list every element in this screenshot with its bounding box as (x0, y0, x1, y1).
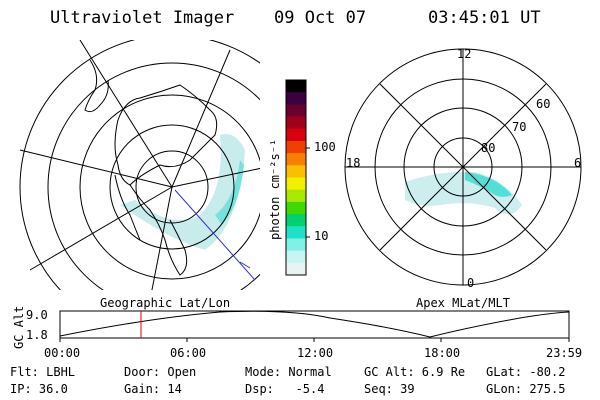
colorbar-segment (286, 250, 306, 264)
mlt-line-diag-2 (379, 83, 547, 251)
colorbar-segment (286, 201, 306, 215)
right-map-caption: Apex MLat/MLT (416, 296, 510, 310)
coastline-peninsula (129, 184, 188, 276)
meridian-3 (19, 149, 173, 188)
meridian-6 (171, 167, 260, 188)
mlat-label-70: 70 (512, 120, 527, 134)
colorbar-segment (286, 214, 306, 227)
mlt-label-0: 0 (467, 276, 475, 290)
colorbar-frame (285, 79, 307, 276)
colorbar (285, 79, 310, 276)
lat-circle-4 (47, 62, 260, 290)
alt-xtick-label-4: 23:59 (546, 346, 583, 360)
altitude-curve (59, 310, 570, 338)
colorbar-tick-100: 100 (314, 140, 336, 154)
colorbar-segment (286, 262, 306, 276)
colorbar-segment (286, 165, 306, 178)
time-label: 03:45:01 UT (428, 8, 541, 28)
status-gain: Gain: 14 (124, 382, 182, 396)
satellite-track-tick (239, 261, 251, 269)
colorbar-segment (286, 226, 306, 239)
alt-ytick-min: 1.8 (26, 328, 48, 342)
colorbar-segment (286, 189, 306, 203)
status-dsp: Dsp: -5.4 (245, 382, 325, 396)
coastline-ice (114, 174, 141, 241)
satellite-track-line (174, 189, 256, 281)
app-title: Ultraviolet Imager (50, 8, 235, 28)
colorbar-segment (286, 140, 306, 154)
status-seq: Seq: 39 (364, 382, 415, 396)
lat-circle-3 (79, 94, 260, 280)
lat-circle-2 (109, 124, 235, 250)
aurora-core-right (465, 172, 512, 197)
altitude-plot (59, 310, 570, 342)
mlat-mlt-map (344, 48, 582, 286)
lat-circle-5 (19, 40, 260, 290)
coastline-southamerica (84, 59, 109, 113)
mlt-label-6: 6 (574, 156, 582, 170)
alt-xtick-label-1: 06:00 (170, 346, 207, 360)
colorbar-segment (286, 153, 306, 166)
coastline-antarctica (114, 84, 218, 186)
meridian-4 (29, 186, 173, 271)
alt-ylabel: GC Alt (12, 305, 26, 349)
status-gcalt: GC Alt: 6.9 Re (364, 365, 466, 379)
mlat-label-80: 80 (481, 141, 496, 155)
status-flt: Flt: LBHL (10, 365, 76, 379)
colorbar-segment (286, 238, 306, 252)
alt-xtick-label-2: 12:00 (297, 346, 334, 360)
mlat-label-60: 60 (536, 97, 551, 111)
colorbar-segment (286, 128, 306, 142)
alt-xtick-label-0: 00:00 (44, 346, 81, 360)
alt-ytick-max: 9.0 (26, 308, 48, 322)
status-glon: GLon: 275.5 (486, 382, 566, 396)
geographic-map (19, 40, 260, 290)
colorbar-segment (286, 116, 306, 130)
colorbar-segment (286, 104, 306, 118)
status-door: Door: Open (124, 365, 197, 379)
aurora-core-left (215, 160, 244, 225)
mlt-label-18: 18 (346, 156, 361, 170)
aurora-region-left (120, 134, 245, 250)
colorbar-label: photon cm⁻²s⁻¹ (268, 138, 282, 240)
alt-xtick-label-3: 18:00 (424, 346, 461, 360)
colorbar-tick-10: 10 (314, 229, 329, 243)
meridian-2 (79, 40, 173, 188)
status-mode: Mode: Normal (245, 365, 332, 379)
left-map-caption: Geographic Lat/Lon (100, 296, 231, 310)
colorbar-segment (286, 177, 306, 191)
meridian-5 (151, 186, 173, 290)
date-label: 09 Oct 07 (274, 8, 367, 28)
status-glat: GLat: -80.2 (486, 365, 566, 379)
status-ip: IP: 36.0 (10, 382, 68, 396)
colorbar-segment (286, 80, 306, 93)
colorbar-segment (286, 92, 306, 105)
mlt-label-12: 12 (457, 47, 472, 61)
